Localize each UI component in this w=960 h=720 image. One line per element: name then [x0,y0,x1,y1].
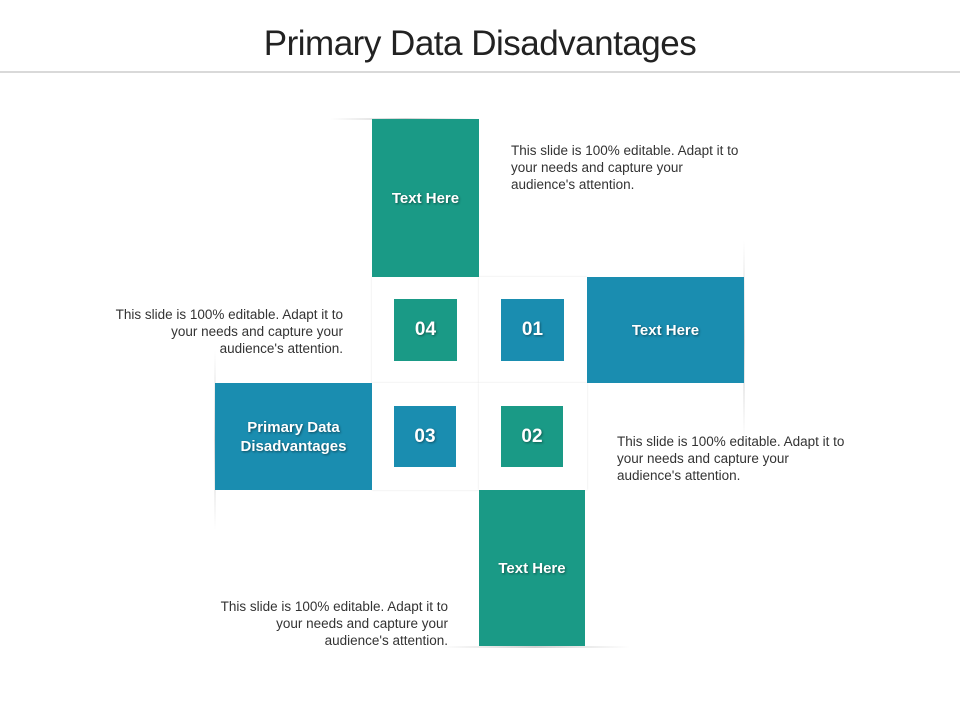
shadow-right [743,240,745,440]
number-badge-01: 01 [501,299,564,361]
slide-title: Primary Data Disadvantages [263,24,697,63]
block-04-label: Text Here [391,189,460,207]
title-divider [0,71,960,73]
description-03: This slide is 100% editable. Adapt it to… [115,307,343,356]
block-03-label: Primary Data Disadvantages [240,418,347,455]
description-02: This slide is 100% editable. Adapt it to… [220,599,448,648]
number-badge-04: 04 [394,299,457,361]
block-02-bottom: Text Here [479,490,585,646]
description-01: This slide is 100% editable. Adapt it to… [617,434,845,483]
shadow-bottom [440,646,630,648]
number-badge-03: 03 [394,406,456,467]
block-02-label: Text Here [498,559,566,577]
number-badge-02: 02 [501,406,563,467]
block-04-top: Text Here [372,119,479,277]
block-03-left: Primary Data Disadvantages [215,383,372,490]
block-01-right: Text Here [587,277,744,383]
description-04: This slide is 100% editable. Adapt it to… [511,143,739,192]
block-01-label: Text Here [631,321,700,339]
